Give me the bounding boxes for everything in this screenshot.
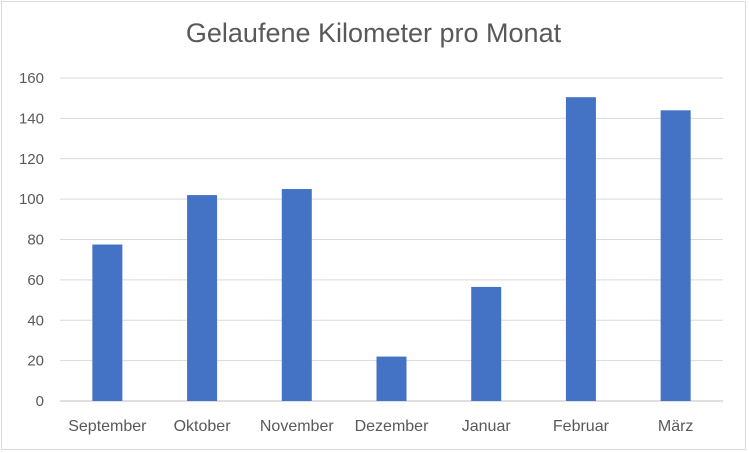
x-category-label: Dezember	[355, 418, 429, 435]
x-category-label: Januar	[462, 418, 512, 435]
y-tick-label: 140	[19, 110, 44, 127]
y-tick-label: 80	[27, 232, 44, 249]
bar-januar	[471, 286, 502, 401]
bar-oktober	[187, 195, 218, 401]
y-tick-label: 160	[19, 70, 44, 87]
y-tick-label: 100	[19, 191, 44, 208]
bar-september	[92, 244, 123, 401]
x-category-label: Februar	[553, 418, 610, 435]
y-tick-label: 20	[27, 353, 44, 370]
y-axis-ticks: 0 20 40 60 80 100 120 140 160	[19, 70, 44, 410]
x-category-label: März	[658, 418, 694, 435]
x-axis-labels: September Oktober November Dezember Januar Fe…	[68, 418, 693, 435]
chart-title: Gelaufene Kilometer pro Monat	[185, 18, 562, 48]
bars	[92, 97, 691, 402]
x-category-label: November	[260, 418, 334, 435]
gridlines	[60, 77, 723, 402]
bar-dezember	[376, 356, 407, 401]
y-tick-label: 40	[27, 312, 44, 329]
y-tick-label: 0	[36, 393, 44, 410]
x-category-label: Oktober	[174, 418, 232, 435]
y-tick-label: 60	[27, 272, 44, 289]
bar-märz	[660, 110, 691, 402]
bar-februar	[565, 97, 596, 401]
y-tick-label: 120	[19, 151, 44, 168]
x-category-label: September	[68, 418, 147, 435]
bar-november	[281, 189, 312, 401]
